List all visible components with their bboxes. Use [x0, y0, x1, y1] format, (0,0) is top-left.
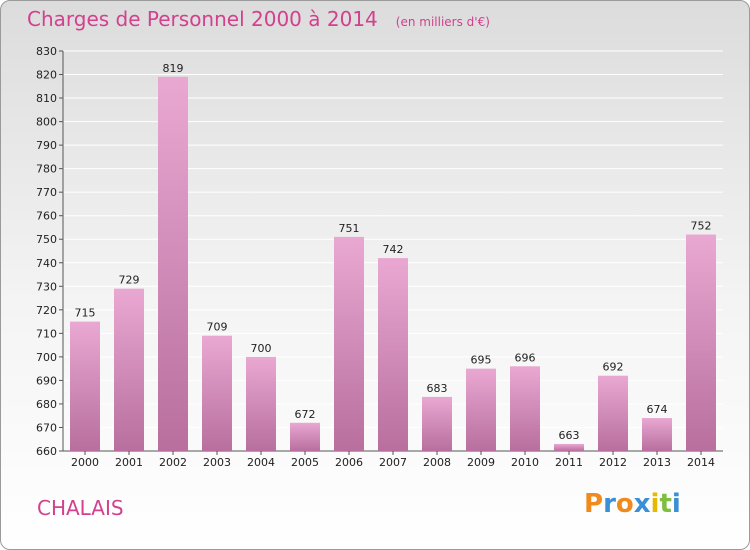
x-tick-label: 2000: [71, 456, 99, 469]
y-tick-label: 780: [36, 163, 57, 176]
y-tick-label: 660: [36, 445, 57, 458]
y-tick-label: 730: [36, 280, 57, 293]
data-label: 683: [427, 382, 448, 395]
bar-layer: [70, 76, 716, 451]
x-tick-label: 2006: [335, 456, 363, 469]
data-label: 715: [75, 307, 96, 320]
y-tick-label: 670: [36, 421, 57, 434]
bar: [158, 76, 188, 451]
logo-letter: t: [659, 489, 672, 519]
data-label: 695: [471, 354, 492, 367]
logo-letter: P: [584, 489, 604, 519]
bar: [554, 443, 584, 451]
y-tick-label: 740: [36, 257, 57, 270]
data-label: 819: [163, 62, 184, 75]
data-label: 709: [207, 321, 228, 334]
data-label: 700: [251, 342, 272, 355]
bar: [510, 366, 540, 451]
y-tick-label: 800: [36, 116, 57, 129]
x-tick-label: 2001: [115, 456, 143, 469]
chart-subtitle: (en milliers d'€): [395, 15, 490, 29]
y-tick-label: 680: [36, 398, 57, 411]
logo-letter: i: [671, 489, 681, 519]
data-label: 751: [339, 222, 360, 235]
bar: [642, 418, 672, 451]
data-label: 663: [559, 429, 580, 442]
label-layer: 715 729 819 709 700 672 751 742 683 695 696 663 692 6…: [75, 62, 712, 442]
proxiti-logo: Proxiti: [584, 489, 681, 519]
bar: [334, 236, 364, 451]
bar: [246, 356, 276, 451]
bar: [114, 288, 144, 451]
y-tick-label: 790: [36, 139, 57, 152]
bar: [598, 375, 628, 451]
x-tick-label: 2005: [291, 456, 319, 469]
x-tick-label: 2003: [203, 456, 231, 469]
bar: [290, 422, 320, 451]
data-label: 674: [647, 403, 668, 416]
x-tick-label: 2011: [555, 456, 583, 469]
y-tick-label: 700: [36, 351, 57, 364]
bar: [378, 258, 408, 451]
y-tick-label: 720: [36, 304, 57, 317]
logo-letter: x: [633, 489, 651, 519]
x-tick-label: 2002: [159, 456, 187, 469]
data-label: 692: [603, 361, 624, 374]
bar: [686, 234, 716, 451]
data-label: 752: [691, 220, 712, 233]
data-label: 742: [383, 243, 404, 256]
x-tick-label: 2007: [379, 456, 407, 469]
y-tick-label: 710: [36, 327, 57, 340]
commune-name: CHALAIS: [37, 496, 124, 520]
data-label: 696: [515, 351, 536, 364]
y-tick-label: 830: [36, 45, 57, 58]
chart-title-text: Charges de Personnel 2000 à 2014: [27, 7, 378, 31]
logo-letter: r: [603, 489, 616, 519]
x-tick-label: 2013: [643, 456, 671, 469]
x-tick-label: 2004: [247, 456, 275, 469]
x-tick-label: 2009: [467, 456, 495, 469]
x-tick-label: 2008: [423, 456, 451, 469]
bar: [466, 368, 496, 451]
logo-letter: i: [650, 489, 660, 519]
y-tick-label: 690: [36, 374, 57, 387]
x-tick-label: 2012: [599, 456, 627, 469]
x-tick-label: 2014: [687, 456, 715, 469]
y-tick-label: 820: [36, 69, 57, 82]
data-label: 672: [295, 408, 316, 421]
x-tick-label: 2010: [511, 456, 539, 469]
data-label: 729: [119, 274, 140, 287]
bar: [70, 321, 100, 451]
bar: [422, 396, 452, 451]
y-tick-label: 750: [36, 233, 57, 246]
y-tick-label: 770: [36, 186, 57, 199]
chart-title: Charges de Personnel 2000 à 2014 (en mill…: [27, 7, 490, 31]
bar: [202, 335, 232, 451]
y-tick-label: 760: [36, 210, 57, 223]
y-tick-label: 810: [36, 92, 57, 105]
logo-letter: o: [615, 489, 634, 519]
